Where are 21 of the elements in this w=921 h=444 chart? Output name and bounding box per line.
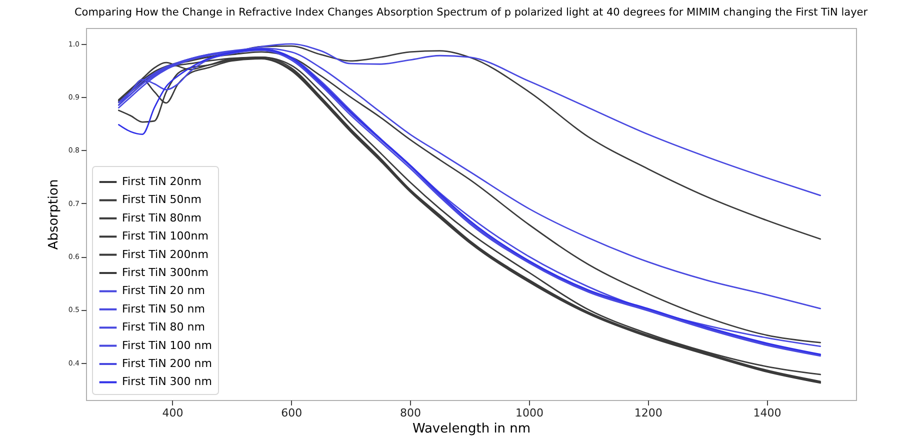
x-axis-title: Wavelength in nm <box>412 422 531 436</box>
legend-label: First TiN 50nm <box>122 193 202 206</box>
legend-label: First TiN 80nm <box>122 211 202 224</box>
legend-label: First TiN 200nm <box>122 248 208 261</box>
y-axis-title: Absorption <box>46 179 62 250</box>
legend-label: First TiN 300nm <box>122 266 208 279</box>
legend-label: First TiN 20nm <box>122 175 202 188</box>
x-tick-label: 1400 <box>753 406 782 420</box>
legend-label: First TiN 100nm <box>122 230 208 243</box>
legend-label: First TiN 80 nm <box>122 320 205 334</box>
legend-label: First TiN 50 nm <box>122 302 205 316</box>
legend-label: First TiN 300 nm <box>122 375 212 388</box>
chart-title: Comparing How the Change in Refractive Index Changes Absorption Spectrum of p polarized light at 40 degrees for MIMIM changing the First TiN layer <box>74 6 868 18</box>
x-tick-label: 600 <box>281 406 302 420</box>
legend-label: First TiN 200 nm <box>122 357 212 370</box>
x-tick-label: 1000 <box>515 406 544 420</box>
legend-label: First TiN 20 nm <box>122 284 205 298</box>
x-tick-label: 1200 <box>634 406 662 420</box>
legend-label: First TiN 100 nm <box>122 338 212 352</box>
x-tick-label: 800 <box>400 406 422 420</box>
x-tick-label: 400 <box>162 406 184 420</box>
